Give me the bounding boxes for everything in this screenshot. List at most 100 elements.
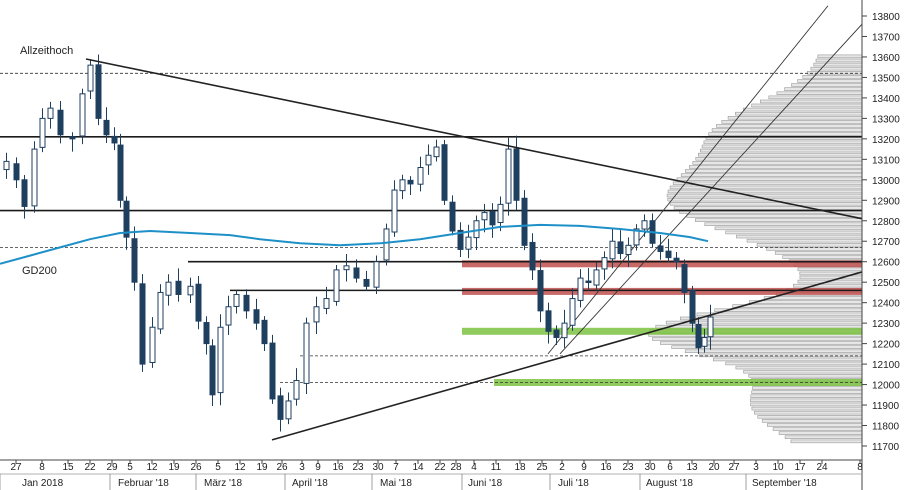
- candle-body: [225, 306, 232, 326]
- y-tick-label: 11700: [872, 442, 900, 453]
- y-tick-label: 12400: [872, 299, 900, 310]
- x-day-label: 16: [332, 462, 344, 473]
- candle-body: [681, 264, 688, 293]
- candle-body: [57, 109, 64, 136]
- x-day-label: 4: [471, 462, 477, 473]
- volume-profile-bar: [784, 87, 863, 91]
- candle-body: [165, 281, 172, 296]
- y-tick-label: 13700: [872, 32, 900, 43]
- volume-profile-bar: [751, 103, 863, 108]
- x-day-label: 9: [581, 462, 587, 473]
- uptrend-line: [271, 271, 863, 441]
- x-day-label: 13: [686, 462, 698, 473]
- y-axis: 11700 11800 11900 12000 12100 12200 12300 12400…: [862, 12, 900, 453]
- candle-body: [285, 400, 292, 420]
- volume-profile-bar: [672, 181, 863, 186]
- volume-profile-bar: [750, 394, 863, 398]
- volume-profile-bar: [695, 157, 863, 161]
- volume-profile-bar: [725, 361, 863, 366]
- x-day-label: 15: [62, 462, 74, 473]
- candle-body: [497, 203, 504, 223]
- candle-body: [333, 269, 340, 302]
- y-tick-label: 13100: [872, 155, 900, 166]
- candle-body: [353, 267, 360, 279]
- x-month-label: Jan 2018: [22, 478, 64, 489]
- volume-profile-bar: [708, 132, 863, 136]
- volume-profile-bar: [751, 390, 863, 394]
- y-tick-label: 13200: [872, 135, 900, 146]
- candle-body: [111, 135, 118, 144]
- y-tick-label: 12100: [872, 360, 900, 371]
- x-day-label: 30: [644, 462, 656, 473]
- x-day-label: 11: [491, 462, 502, 473]
- volume-profile-bar: [704, 222, 863, 227]
- x-day-label: 5: [127, 462, 133, 473]
- annotation-gd200: GD200: [22, 265, 57, 277]
- volume-profile-bar: [753, 410, 863, 415]
- candle-body: [373, 261, 380, 288]
- x-day-label: 25: [536, 462, 548, 473]
- x-month-label: April '18: [292, 478, 328, 489]
- candle-body: [123, 200, 130, 238]
- volume-profile-bar: [665, 320, 863, 325]
- x-day-label: 12: [234, 462, 246, 473]
- volume-profile-bar: [721, 120, 863, 124]
- y-tick-label: 13000: [872, 176, 900, 187]
- x-day-label: 27: [728, 462, 740, 473]
- volume-profile-bar: [806, 71, 863, 75]
- candle-body: [417, 167, 424, 185]
- candle-body: [103, 119, 110, 136]
- volume-profile-bar: [743, 369, 863, 374]
- volume-profile-bar: [774, 251, 863, 255]
- volume-profile-bar: [746, 238, 863, 243]
- y-tick-label: 12200: [872, 340, 900, 351]
- volume-profile-bar: [784, 435, 863, 439]
- candle-body: [665, 250, 672, 259]
- volume-profile-bar: [684, 349, 863, 353]
- candle-body: [233, 293, 240, 307]
- candle-body: [657, 245, 664, 252]
- candle-body: [303, 322, 310, 384]
- trend-channel: [547, 5, 863, 355]
- y-tick-label: 12500: [872, 278, 900, 289]
- y-tick-label: 12600: [872, 258, 900, 269]
- x-day-label: 19: [168, 462, 180, 473]
- y-tick-label: 13300: [872, 114, 900, 125]
- candle-body: [695, 324, 702, 349]
- candle-body: [561, 322, 568, 339]
- volume-profile-bar: [766, 247, 863, 251]
- volume-profile-bar: [694, 218, 863, 222]
- candle-body: [253, 309, 260, 324]
- volume-profile-bar: [699, 148, 863, 153]
- volume-profile-bar: [725, 230, 863, 235]
- candle-body: [217, 326, 224, 394]
- candle-body: [277, 395, 284, 420]
- volume-profile-bar: [735, 111, 863, 116]
- candle-body: [175, 280, 182, 295]
- x-day-label: 26: [190, 462, 202, 473]
- candle-body: [489, 210, 496, 226]
- x-day-label: 27: [10, 462, 22, 473]
- volume-profile-bar: [782, 255, 863, 259]
- y-tick-label: 12900: [872, 196, 900, 207]
- candle-body: [261, 319, 268, 345]
- volume-profile-bar: [776, 91, 863, 96]
- volume-profile-bar: [696, 312, 863, 317]
- x-month-label: August '18: [646, 478, 693, 489]
- candle-body: [633, 228, 640, 246]
- x-day-label: 24: [816, 462, 828, 473]
- candle-body: [157, 291, 164, 330]
- volume-profile-bar: [727, 116, 863, 120]
- x-month-label: Februar '18: [118, 478, 169, 489]
- volume-profile-bar: [815, 58, 863, 63]
- candle-body: [617, 241, 624, 255]
- candle-body: [609, 240, 616, 260]
- x-day-label: 10: [772, 462, 784, 473]
- volume-profile-bar: [688, 165, 863, 169]
- volume-profile-bar: [712, 357, 863, 362]
- candle-body: [433, 146, 440, 158]
- volume-profile-bar: [699, 353, 863, 358]
- x-day-label: 9: [315, 462, 321, 473]
- candle-body: [513, 148, 520, 201]
- x-day-label: 22: [434, 462, 446, 473]
